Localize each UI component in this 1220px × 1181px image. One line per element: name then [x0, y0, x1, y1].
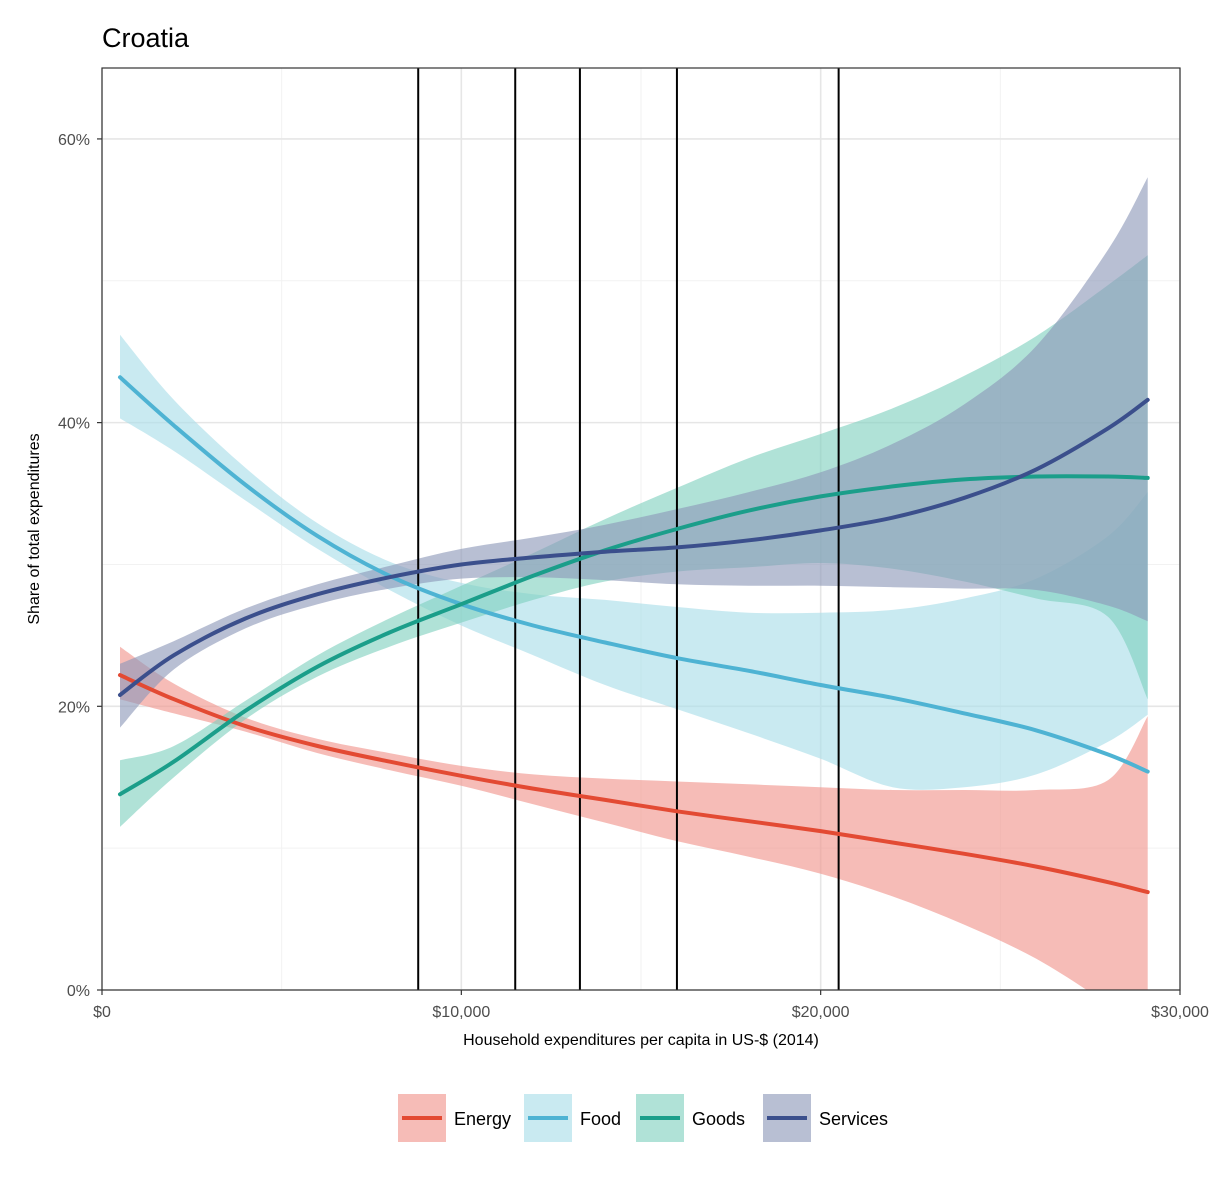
- legend-label: Food: [580, 1109, 621, 1129]
- y-axis-title: Share of total expenditures: [26, 433, 43, 624]
- legend-label: Services: [819, 1109, 888, 1129]
- x-tick-label: $10,000: [432, 1004, 490, 1021]
- x-axis-title: Household expenditures per capita in US-…: [463, 1032, 819, 1049]
- chart-title: Croatia: [102, 23, 190, 53]
- x-axis-ticks: $0 $10,000 $20,000 $30,000: [93, 990, 1209, 1021]
- band-energy: [120, 646, 1148, 990]
- y-tick-label: 40%: [58, 416, 90, 433]
- y-tick-label: 20%: [58, 699, 90, 716]
- line-goods: [118, 474, 1150, 797]
- plot-border: [101, 67, 1181, 991]
- legend-label: Energy: [454, 1109, 511, 1129]
- y-tick-label: 60%: [58, 132, 90, 149]
- line-energy: [118, 673, 1150, 895]
- legend-label: Goods: [692, 1109, 745, 1129]
- legend-key-services: Services: [763, 1094, 888, 1142]
- legend-key-goods: Goods: [636, 1094, 745, 1142]
- x-tick-label: $0: [93, 1004, 111, 1021]
- confidence-bands: [120, 177, 1148, 990]
- x-tick-label: $30,000: [1151, 1004, 1209, 1021]
- line-food: [118, 375, 1150, 774]
- y-tick-label: 0%: [67, 983, 90, 1000]
- line-services: [118, 397, 1150, 697]
- legend-key-food: Food: [524, 1094, 621, 1142]
- y-axis-ticks: 0% 20% 40% 60%: [58, 132, 102, 1000]
- band-food: [120, 334, 1148, 790]
- legend: Energy Food Goods Services: [398, 1094, 888, 1142]
- x-tick-label: $20,000: [792, 1004, 850, 1021]
- band-services: [120, 177, 1148, 728]
- legend-key-energy: Energy: [398, 1094, 511, 1142]
- series-lines: [118, 375, 1150, 895]
